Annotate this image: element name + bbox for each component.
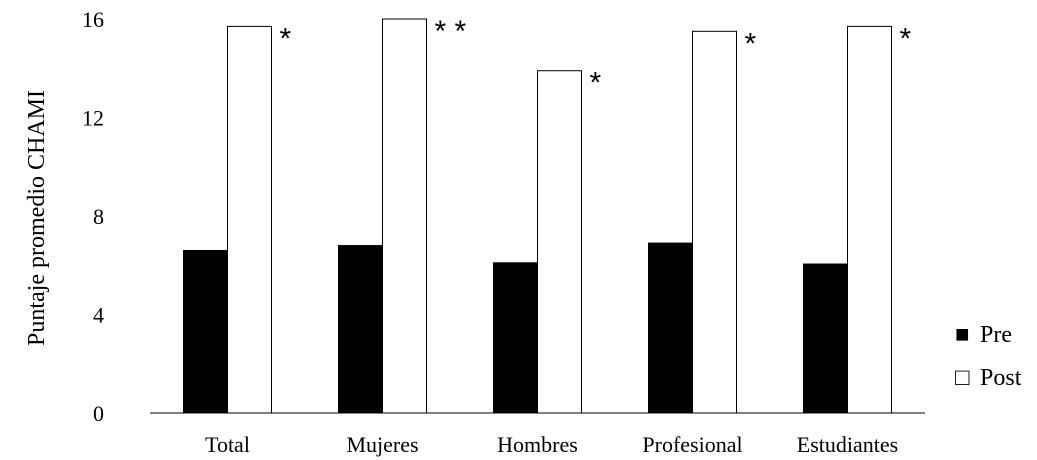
y-tick-label-1: 4 (93, 303, 104, 328)
y-axis-label: Puntaje promedio CHAMI (24, 90, 50, 346)
bar-pre-hombres (493, 262, 538, 414)
significance-mark-total: * (280, 22, 292, 55)
bar-post-hombres (537, 70, 582, 414)
category-label-hombres: Hombres (497, 432, 578, 457)
legend-post-symbol: □ (955, 365, 970, 391)
legend-pre-symbol: ■ (955, 322, 970, 348)
category-label-estudiantes: Estudiantes (797, 432, 898, 457)
bar-pre-total (183, 249, 228, 414)
bar-post-estudiantes (847, 25, 892, 414)
y-tick-label-4: 16 (82, 7, 104, 32)
category-label-mujeres: Mujeres (346, 432, 418, 457)
category-label-total: Total (205, 432, 250, 457)
bar-pre-mujeres (338, 245, 383, 414)
legend: ■ Pre □ Post (955, 322, 1022, 391)
legend-post-label: Post (980, 365, 1022, 391)
significance-mark-hombres: * (590, 67, 602, 100)
y-tick-label-0: 0 (93, 401, 104, 426)
bar-post-total (227, 25, 272, 414)
category-labels: Total Mujeres Hombres Profesional Estudiante… (205, 432, 898, 457)
bar-post-profesional (692, 30, 737, 414)
significance-marks: * * * * * * (280, 15, 912, 100)
bar-pre-estudiantes (803, 263, 848, 414)
category-label-profesional: Profesional (642, 432, 742, 457)
bar-post-mujeres (382, 18, 427, 414)
y-tick-label-2: 8 (93, 204, 104, 229)
bars (183, 18, 892, 414)
significance-mark-profesional: * (745, 27, 757, 60)
legend-pre-label: Pre (980, 322, 1012, 348)
y-tick-label-3: 12 (82, 106, 104, 131)
significance-mark-estudiantes: * (900, 22, 912, 55)
bar-pre-profesional (648, 242, 693, 414)
y-axis-ticks: 0 4 8 12 16 (82, 7, 104, 426)
significance-mark-mujeres: * * (435, 15, 467, 48)
